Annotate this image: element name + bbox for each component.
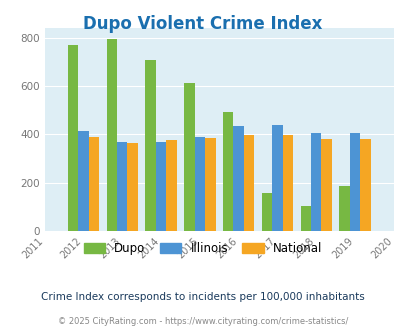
Text: © 2025 CityRating.com - https://www.cityrating.com/crime-statistics/: © 2025 CityRating.com - https://www.city… (58, 317, 347, 326)
Bar (233, 126, 243, 231)
Bar (127, 143, 138, 231)
Bar (205, 139, 215, 231)
Bar (282, 135, 292, 231)
Bar (68, 45, 78, 231)
Text: Dupo Violent Crime Index: Dupo Violent Crime Index (83, 15, 322, 33)
Legend: Dupo, Illinois, National: Dupo, Illinois, National (79, 237, 326, 260)
Bar (88, 138, 99, 231)
Bar (359, 140, 370, 231)
Bar (184, 83, 194, 231)
Bar (166, 140, 176, 231)
Bar (271, 125, 282, 231)
Bar (261, 193, 271, 231)
Bar (78, 131, 88, 231)
Bar (349, 133, 359, 231)
Bar (156, 142, 166, 231)
Bar (222, 112, 233, 231)
Bar (310, 133, 321, 231)
Bar (300, 206, 310, 231)
Bar (339, 185, 349, 231)
Bar (145, 60, 156, 231)
Bar (106, 39, 117, 231)
Bar (243, 135, 254, 231)
Text: Crime Index corresponds to incidents per 100,000 inhabitants: Crime Index corresponds to incidents per… (41, 292, 364, 302)
Bar (117, 142, 127, 231)
Bar (194, 137, 205, 231)
Bar (321, 139, 331, 231)
